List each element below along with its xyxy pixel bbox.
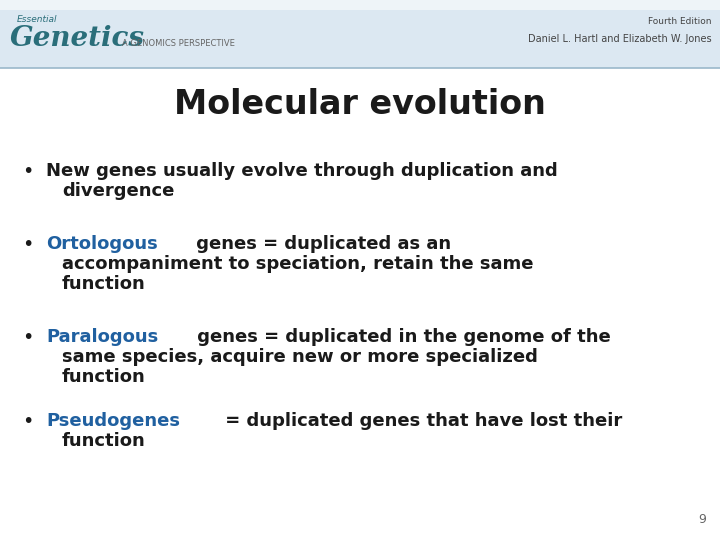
Text: function: function	[62, 275, 145, 293]
Text: •: •	[22, 162, 34, 181]
Text: function: function	[62, 368, 145, 386]
Text: Fourth Edition: Fourth Edition	[649, 17, 712, 26]
Text: •: •	[22, 328, 34, 347]
Text: accompaniment to speciation, retain the same: accompaniment to speciation, retain the …	[62, 255, 534, 273]
Text: Genetics: Genetics	[10, 25, 145, 52]
Text: Essential: Essential	[17, 15, 58, 24]
Text: Pseudogenes: Pseudogenes	[46, 412, 180, 430]
Text: Ortologous: Ortologous	[46, 235, 158, 253]
Text: 9: 9	[698, 513, 706, 526]
Text: Paralogous: Paralogous	[46, 328, 158, 346]
Text: divergence: divergence	[62, 182, 174, 200]
Text: genes = duplicated in the genome of the: genes = duplicated in the genome of the	[191, 328, 611, 346]
Text: same species, acquire new or more specialized: same species, acquire new or more specia…	[62, 348, 538, 366]
Text: function: function	[62, 432, 145, 450]
Text: New genes usually evolve through duplication and: New genes usually evolve through duplica…	[46, 162, 558, 180]
Text: Molecular evolution: Molecular evolution	[174, 89, 546, 122]
Text: •: •	[22, 235, 34, 254]
Text: A GENOMICS PERSPECTIVE: A GENOMICS PERSPECTIVE	[122, 38, 235, 48]
Text: Daniel L. Hartl and Elizabeth W. Jones: Daniel L. Hartl and Elizabeth W. Jones	[528, 34, 712, 44]
Text: •: •	[22, 412, 34, 431]
Text: = duplicated genes that have lost their: = duplicated genes that have lost their	[219, 412, 622, 430]
Bar	[0, 0, 720, 10]
Text: genes = duplicated as an: genes = duplicated as an	[190, 235, 451, 253]
Bar	[0, 0, 720, 68]
